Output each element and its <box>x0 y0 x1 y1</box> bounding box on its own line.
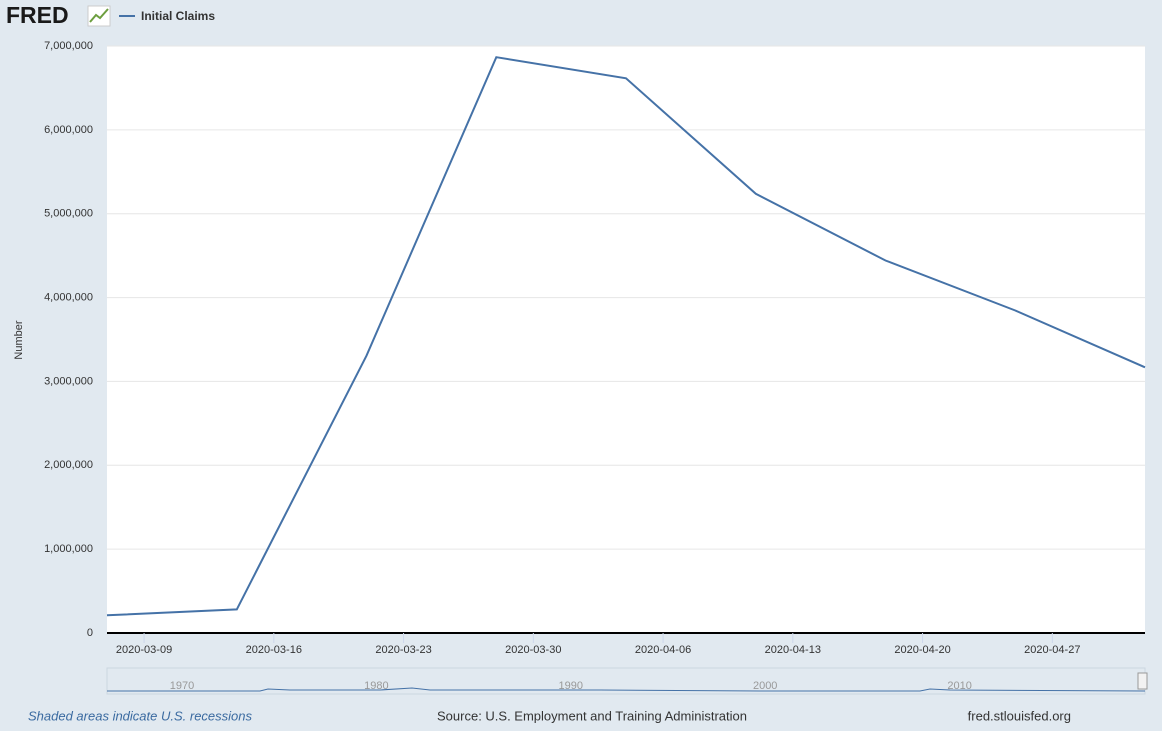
navigator-line <box>107 687 1146 692</box>
logo-icon <box>87 5 111 27</box>
y-tick-label: 4,000,000 <box>44 291 93 303</box>
navigator-label: 1990 <box>559 680 583 692</box>
logo[interactable]: FRED <box>6 2 69 28</box>
navigator-label: 2000 <box>753 680 777 692</box>
legend-label[interactable]: Initial Claims <box>141 9 215 23</box>
navigator-label: 2010 <box>947 680 971 692</box>
x-tick-label: 2020-03-09 <box>116 644 172 656</box>
y-axis-label: Number <box>13 320 25 359</box>
series-line <box>106 56 1146 617</box>
y-tick-label: 5,000,000 <box>44 208 93 220</box>
navigator <box>106 667 1148 695</box>
x-tick-label: 2020-04-13 <box>765 644 821 656</box>
site[interactable]: fred.stlouisfed.org <box>968 708 1071 723</box>
x-tick-label: 2020-04-27 <box>1024 644 1080 656</box>
x-tick-label: 2020-03-30 <box>505 644 561 656</box>
x-tick-label: 2020-03-23 <box>375 644 431 656</box>
x-tick-label: 2020-03-16 <box>246 644 302 656</box>
navigator-label: 1980 <box>364 680 388 692</box>
x-tick-label: 2020-04-06 <box>635 644 691 656</box>
plot-area <box>107 46 1145 633</box>
y-tick-label: 1,000,000 <box>44 543 93 555</box>
y-tick-label: 6,000,000 <box>44 124 93 136</box>
y-tick-label: 7,000,000 <box>44 40 93 52</box>
source: Source: U.S. Employment and Training Adm… <box>437 708 747 723</box>
y-tick-label: 3,000,000 <box>44 375 93 387</box>
navigator-label: 1970 <box>170 680 194 692</box>
recession-note[interactable]: Shaded areas indicate U.S. recessions <box>28 708 253 723</box>
x-tick-label: 2020-04-20 <box>894 644 950 656</box>
navigator-handle[interactable] <box>1137 672 1148 690</box>
y-tick-label: 0 <box>87 627 93 639</box>
y-tick-label: 2,000,000 <box>44 459 93 471</box>
